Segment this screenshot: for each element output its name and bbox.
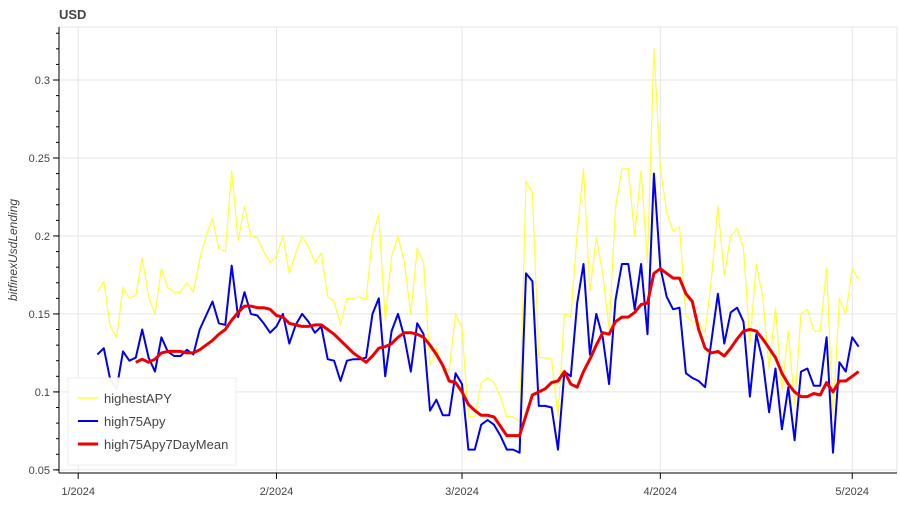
legend-label: high75Apy7DayMean	[104, 437, 228, 452]
series-line-high75Apy7DayMean	[135, 267, 860, 438]
series-line-highestAPY	[96, 48, 860, 423]
legend-item-highestAPY: highestAPY	[78, 391, 172, 406]
legend-label: high75Apy	[104, 414, 166, 429]
y-axis-label: bitfinexUsdLending	[6, 199, 20, 301]
y-tick-label: 0.15	[29, 309, 50, 321]
y-tick-label: 0.3	[35, 75, 50, 87]
legend-item-high75Apy: high75Apy	[78, 414, 166, 429]
x-tick-label: 5/2024	[835, 486, 869, 498]
legend-item-high75Apy7DayMean: high75Apy7DayMean	[78, 437, 228, 452]
y-tick-label: 0.2	[35, 231, 50, 243]
x-tick-label: 4/2024	[643, 486, 677, 498]
plot-series	[96, 48, 860, 454]
x-tick-label: 2/2024	[260, 486, 294, 498]
y-tick-label: 0.25	[29, 153, 50, 165]
y-tick-label: 0.05	[29, 465, 50, 477]
x-tick-label: 3/2024	[445, 486, 479, 498]
y-tick-label: 0.1	[35, 387, 50, 399]
x-tick-label: 1/2024	[61, 486, 95, 498]
chart-title: USD	[59, 7, 86, 22]
axes: 0.05 0.1 0.15 0.2 0.25 0.3 1/2024 2/2024 3/2024 4…	[29, 27, 897, 498]
legend: highestAPY high75Apy high75Apy7DayMean	[67, 377, 237, 466]
legend-label: highestAPY	[104, 391, 172, 406]
series-line-high75Apy	[96, 172, 860, 454]
